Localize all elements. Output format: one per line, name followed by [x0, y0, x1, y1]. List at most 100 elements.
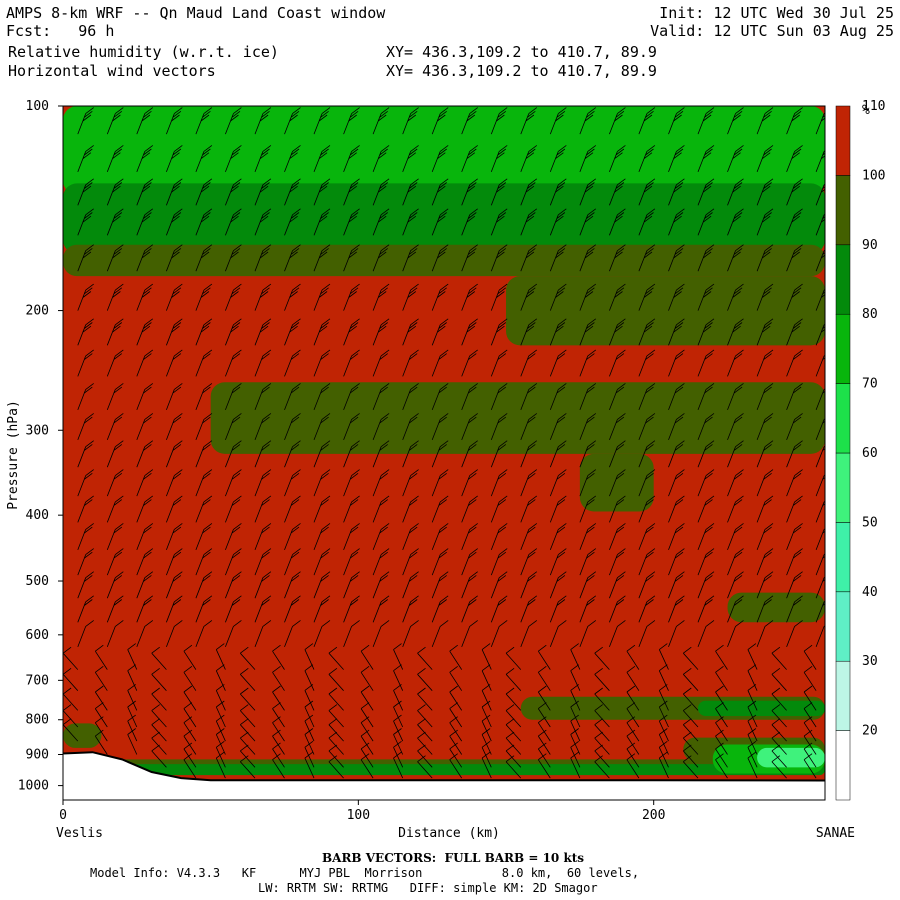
wind-barb — [272, 644, 285, 670]
wind-barb — [609, 107, 626, 135]
init-time: Init: 12 UTC Wed 30 Jul 25 — [659, 4, 894, 22]
wind-barb — [570, 643, 581, 670]
colorbar-label: 30 — [862, 654, 878, 669]
wind-barb — [166, 595, 183, 623]
wind-barb — [697, 469, 715, 497]
wind-barb — [183, 665, 197, 691]
wind-barb — [549, 548, 567, 576]
wind-barb — [549, 107, 567, 135]
wind-barb — [449, 665, 463, 691]
wind-barb — [166, 469, 183, 497]
colorbar-label: 50 — [862, 515, 878, 530]
wind-barb — [402, 523, 419, 551]
wind-barb — [771, 687, 787, 711]
wind-barb — [313, 571, 331, 599]
wind-barb — [431, 413, 449, 441]
wind-barb — [284, 383, 301, 411]
wind-barb — [328, 744, 344, 768]
wind-barb — [127, 700, 138, 728]
wind-barb — [638, 595, 656, 623]
wind-barb — [579, 244, 597, 272]
wind-barb — [786, 178, 803, 206]
wind-barb — [402, 383, 419, 411]
wind-barb — [747, 664, 758, 691]
wind-barb — [520, 178, 538, 206]
wind-barb — [683, 667, 699, 691]
wind-barb — [106, 383, 124, 411]
wind-barb — [609, 413, 626, 441]
wind-barb — [520, 620, 538, 648]
wind-barb — [786, 620, 803, 648]
wind-barb — [756, 571, 774, 599]
rh-region — [579, 453, 654, 512]
wind-barb — [697, 440, 715, 468]
wind-barb — [609, 620, 626, 648]
wind-barb — [372, 178, 390, 206]
wind-barb — [461, 469, 478, 497]
wind-barb — [815, 150, 825, 173]
wind-barb — [284, 595, 301, 623]
wind-barb — [658, 684, 669, 711]
wind-barb — [313, 107, 331, 135]
wind-barb — [225, 107, 242, 135]
wind-barb — [549, 208, 567, 236]
wind-barb — [786, 145, 803, 173]
wind-barb — [626, 644, 640, 670]
wind-barb — [579, 523, 597, 551]
wind-barb — [284, 413, 301, 441]
cross-section-xy-1: XY= 436.3,109.2 to 410.7, 89.9 — [386, 43, 657, 61]
rh-region — [506, 276, 825, 346]
wind-barb — [626, 665, 640, 691]
wind-barb — [106, 178, 124, 206]
wind-barb — [166, 413, 183, 441]
wind-barb — [803, 742, 817, 768]
wind-barb — [727, 620, 744, 648]
wind-barb — [240, 687, 256, 711]
colorbar-label: 90 — [862, 238, 878, 253]
wind-barb — [417, 646, 433, 670]
wind-barb — [626, 729, 640, 755]
wind-barb — [166, 283, 183, 311]
wind-barb — [254, 440, 272, 468]
wind-barb — [106, 523, 124, 551]
wind-barb — [520, 107, 538, 135]
wind-barb — [609, 349, 626, 377]
wind-barb — [393, 643, 404, 670]
wind-barb — [166, 318, 183, 346]
wind-barb — [94, 644, 108, 670]
wind-barb — [658, 664, 669, 691]
field-name-rh: Relative humidity (w.r.t. ice) — [8, 43, 279, 61]
wind-barb — [372, 413, 390, 441]
wind-barb — [106, 145, 124, 173]
wind-barb — [786, 440, 803, 468]
wind-barb — [360, 742, 374, 768]
wind-barb — [505, 687, 522, 711]
wind-barb — [225, 283, 242, 311]
wind-barb — [195, 469, 213, 497]
wind-barb — [786, 349, 803, 377]
wind-barb — [727, 469, 744, 497]
wind-barb — [449, 644, 463, 670]
y-tick-label: 1000 — [18, 779, 49, 794]
wind-barb — [490, 107, 508, 135]
colorbar-label: 60 — [862, 446, 878, 461]
wind-barb — [225, 548, 242, 576]
wind-barb — [668, 145, 685, 173]
wind-barb — [372, 469, 390, 497]
wind-barb — [658, 700, 669, 728]
wind-barb — [254, 469, 272, 497]
wind-barb — [77, 244, 94, 272]
wind-barb — [697, 349, 715, 377]
wind-barb — [272, 729, 285, 755]
wind-barb — [240, 755, 256, 779]
wind-barb — [570, 684, 581, 711]
wind-barb — [313, 283, 331, 311]
wind-barb — [697, 548, 715, 576]
wind-barb — [771, 755, 787, 779]
wind-barb — [225, 620, 242, 648]
wind-barb — [697, 244, 715, 272]
wind-barb — [417, 744, 433, 768]
wind-barb — [747, 751, 758, 779]
wind-barb — [343, 349, 360, 377]
wind-barb — [668, 620, 685, 648]
